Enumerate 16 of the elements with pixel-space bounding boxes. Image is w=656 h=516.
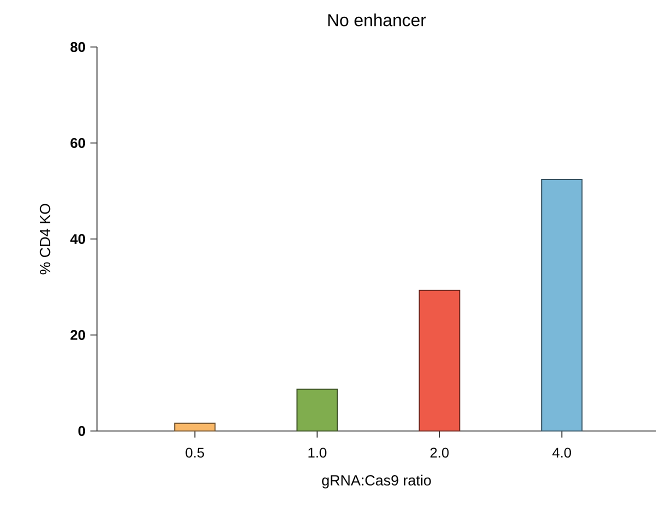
x-tick-label: 4.0 <box>552 448 571 458</box>
y-tick-label: 0 <box>78 426 86 436</box>
bar <box>296 388 338 432</box>
bar <box>541 178 583 432</box>
bar <box>174 422 216 432</box>
x-tick-label: 2.0 <box>430 448 449 458</box>
y-tick-label: 60 <box>70 138 86 148</box>
y-tick-label: 80 <box>70 42 86 52</box>
chart-title: No enhancer <box>328 14 426 26</box>
y-tick-label: 20 <box>70 330 86 340</box>
x-tick-label: 0.5 <box>186 448 204 458</box>
y-axis-title: % CD4 KO <box>40 204 50 274</box>
x-tick-label: 1.0 <box>308 448 326 458</box>
y-tick-label: 40 <box>70 234 86 244</box>
bar <box>418 290 460 432</box>
x-axis-title: gRNA:Cas9 ratio <box>322 474 431 488</box>
